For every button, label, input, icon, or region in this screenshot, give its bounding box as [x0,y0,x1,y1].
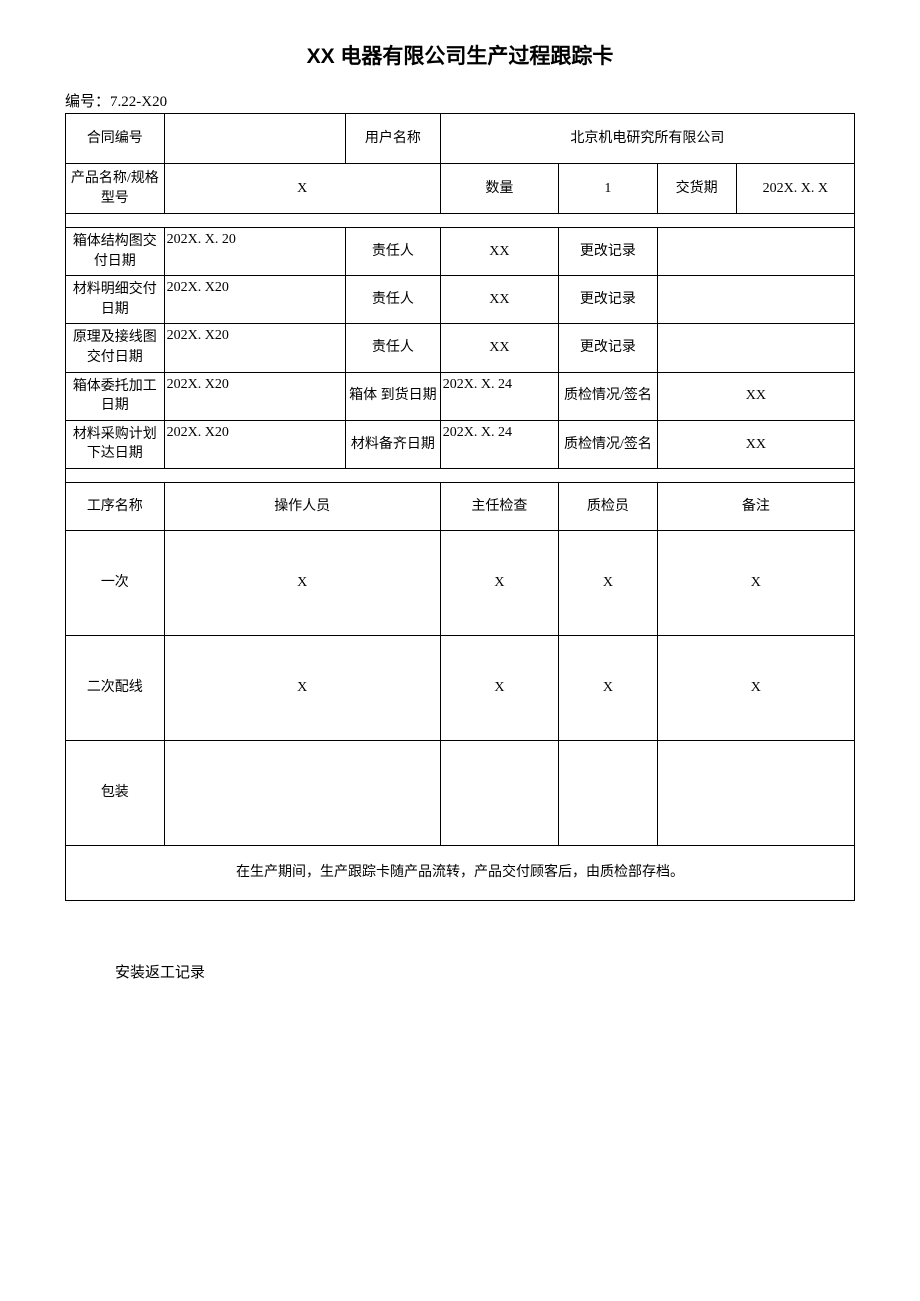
drow-0-col3: 责任人 [346,228,441,276]
customer-value: 北京机电研究所有限公司 [440,114,854,164]
drow-2-col5: 更改记录 [559,324,658,372]
prow-0-check: X [440,530,558,635]
ph-col5: 备注 [657,482,854,530]
drow-0-label: 箱体结构图交付日期 [66,228,165,276]
drow-1-date: 202X. X20 [164,276,345,324]
prow-0-operator: X [164,530,440,635]
contract-no-value [164,114,345,164]
drow-4-label: 材料采购计划下达日期 [66,420,165,468]
prow-2-qc [559,740,658,845]
drow-0-col5: 更改记录 [559,228,658,276]
rework-label: 安装返工记录 [115,961,855,982]
drow-2-col6 [657,324,854,372]
drow-2-col3: 责任人 [346,324,441,372]
prow-2-remark [657,740,854,845]
drow-4-col5: 质检情况/签名 [559,420,658,468]
prow-2-check [440,740,558,845]
product-value: X [164,164,440,214]
prow-1-check: X [440,635,558,740]
drow-2-label: 原理及接线图交付日期 [66,324,165,372]
drow-4-col6: XX [657,420,854,468]
drow-1-label: 材料明细交付日期 [66,276,165,324]
product-label: 产品名称/规格型号 [66,164,165,214]
contract-no-label: 合同编号 [66,114,165,164]
drow-3-col5: 质检情况/签名 [559,372,658,420]
drow-1-col5: 更改记录 [559,276,658,324]
footer-note: 在生产期间，生产跟踪卡随产品流转，产品交付顾客后，由质检部存档。 [66,845,855,900]
prow-1-remark: X [657,635,854,740]
prow-0-qc: X [559,530,658,635]
delivery-label: 交货期 [657,164,736,214]
prow-1-name: 二次配线 [66,635,165,740]
drow-4-col3: 材料备齐日期 [346,420,441,468]
delivery-value: 202X. X. X [736,164,854,214]
drow-2-date: 202X. X20 [164,324,345,372]
prow-1-qc: X [559,635,658,740]
drow-1-col3: 责任人 [346,276,441,324]
drow-3-col6: XX [657,372,854,420]
ph-col2: 操作人员 [164,482,440,530]
tracking-table: 合同编号 用户名称 北京机电研究所有限公司 产品名称/规格型号 X 数量 1 交… [65,113,855,901]
prow-0-remark: X [657,530,854,635]
doc-number: 编号：7.22-X20 [65,90,855,111]
drow-1-col6 [657,276,854,324]
drow-1-col4: XX [440,276,558,324]
customer-label: 用户名称 [346,114,441,164]
drow-2-col4: XX [440,324,558,372]
ph-col1: 工序名称 [66,482,165,530]
drow-3-date: 202X. X20 [164,372,345,420]
drow-3-col4: 202X. X. 24 [440,372,558,420]
prow-0-name: 一次 [66,530,165,635]
drow-0-col4: XX [440,228,558,276]
qty-label: 数量 [440,164,558,214]
qty-value: 1 [559,164,658,214]
prow-2-operator [164,740,440,845]
ph-col3: 主任检查 [440,482,558,530]
drow-0-date: 202X. X. 20 [164,228,345,276]
drow-3-col3: 箱体 到货日期 [346,372,441,420]
drow-3-label: 箱体委托加工日期 [66,372,165,420]
drow-4-col4: 202X. X. 24 [440,420,558,468]
prow-2-name: 包装 [66,740,165,845]
ph-col4: 质检员 [559,482,658,530]
drow-4-date: 202X. X20 [164,420,345,468]
prow-1-operator: X [164,635,440,740]
page-title: XX 电器有限公司生产过程跟踪卡 [65,40,855,70]
drow-0-col6 [657,228,854,276]
